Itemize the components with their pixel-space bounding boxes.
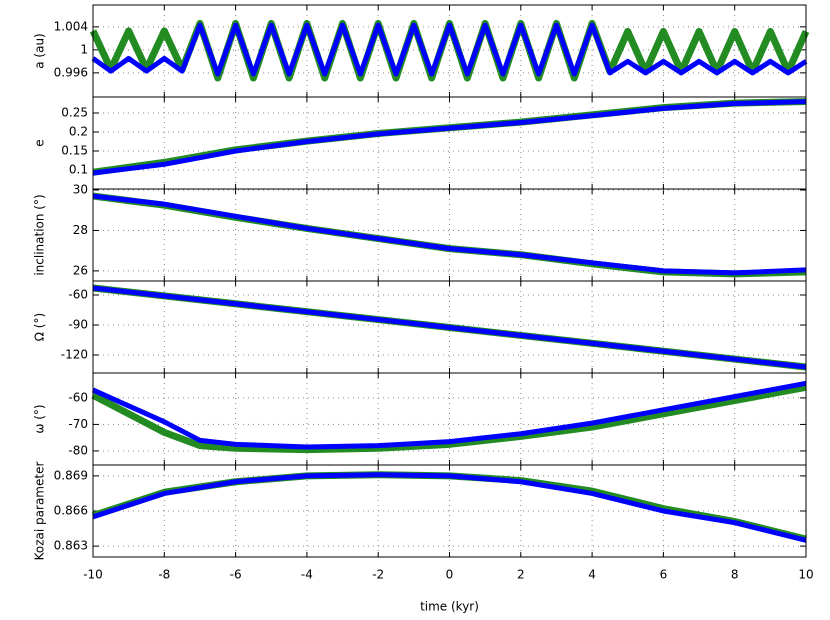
y-tick-label: 0.869 <box>54 468 88 482</box>
data-line <box>92 99 807 176</box>
y-tick-label: 0.863 <box>54 539 88 553</box>
y-axis-label: Kozai parameter <box>33 462 47 561</box>
y-tick-label: 0.15 <box>61 143 88 157</box>
data-line <box>91 380 807 450</box>
data-line <box>91 471 807 543</box>
x-tick-label: -10 <box>83 568 103 582</box>
x-tick-label: 2 <box>517 568 525 582</box>
data-line <box>92 472 807 543</box>
data-line <box>92 193 807 276</box>
x-tick-label: -6 <box>230 568 242 582</box>
data-line <box>92 285 807 370</box>
y-tick-label: 1.004 <box>54 19 88 33</box>
y-axis-label: a (au) <box>33 33 47 69</box>
y-axis-label: ω (°) <box>33 404 47 433</box>
y-axis-label: Ω (°) <box>33 313 47 341</box>
y-tick-label: 0.996 <box>54 65 88 79</box>
y-tick-label: 0.866 <box>54 504 88 518</box>
x-tick-label: 6 <box>660 568 668 582</box>
data-line <box>91 22 808 77</box>
y-tick-label: -80 <box>68 443 88 457</box>
x-tick-label: -8 <box>158 568 170 582</box>
y-tick-label: -70 <box>68 417 88 431</box>
y-tick-label: 1 <box>80 42 88 56</box>
y-tick-label: 28 <box>73 223 88 237</box>
x-axis-label: time (kyr) <box>420 600 479 614</box>
y-tick-label: 0.25 <box>61 105 88 119</box>
y-tick-label: -60 <box>68 390 88 404</box>
y-tick-label: -120 <box>61 348 88 362</box>
y-tick-label: 26 <box>73 263 88 277</box>
x-tick-label: 10 <box>798 568 813 582</box>
y-tick-label: 0.1 <box>69 162 88 176</box>
y-axis-label: e <box>33 139 47 146</box>
panel-frame <box>92 464 807 558</box>
x-tick-label: -4 <box>301 568 313 582</box>
y-tick-label: 30 <box>73 183 88 197</box>
y-tick-label: -60 <box>68 288 88 302</box>
x-tick-label: 4 <box>588 568 596 582</box>
x-tick-label: -2 <box>372 568 384 582</box>
y-tick-label: -90 <box>68 318 88 332</box>
data-line <box>91 383 807 454</box>
x-tick-label: 8 <box>731 568 739 582</box>
y-tick-label: 0.2 <box>69 124 88 138</box>
y-axis-label: inclination (°) <box>33 194 47 275</box>
x-tick-label: 0 <box>446 568 454 582</box>
